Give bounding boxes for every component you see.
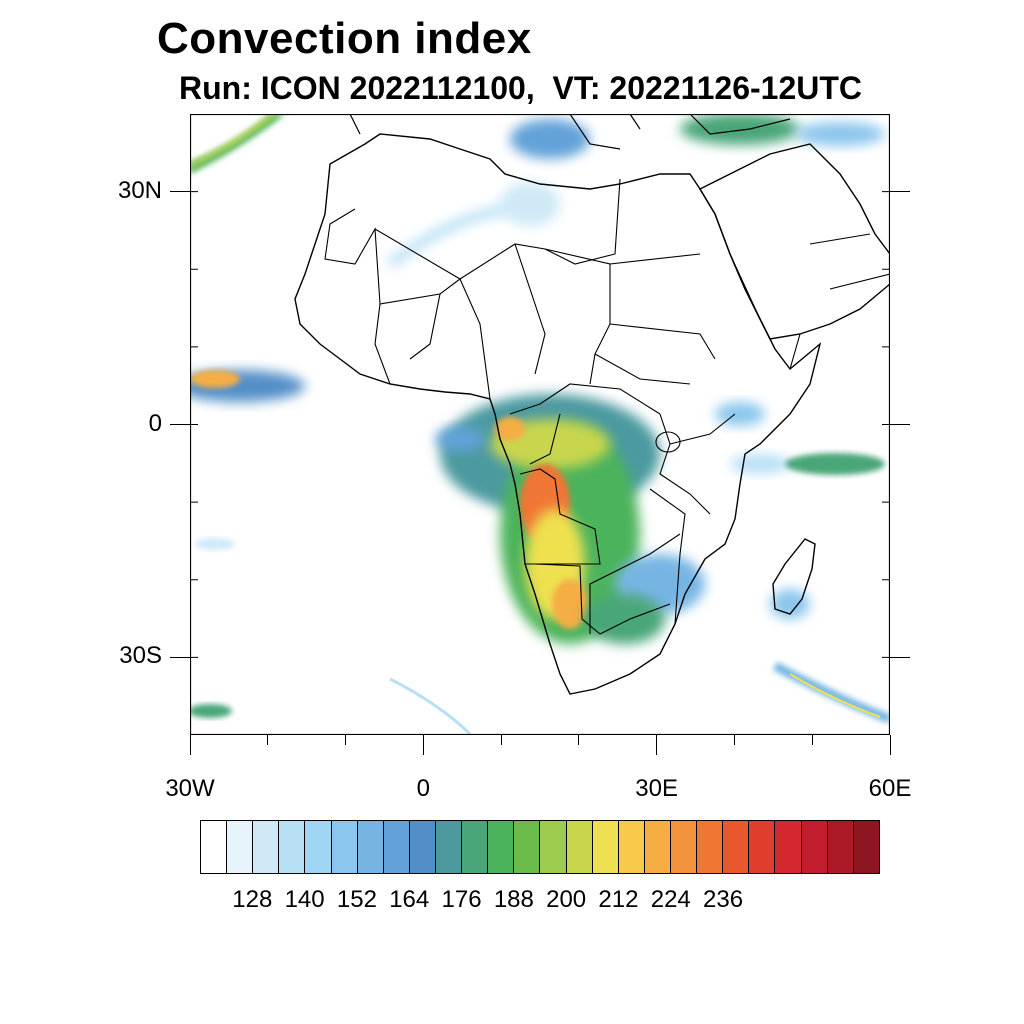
chart-title: Convection index — [157, 14, 532, 63]
lon-label: 0 — [416, 775, 430, 802]
colorbar-swatch — [331, 821, 358, 873]
colorbar-label: 164 — [389, 886, 430, 913]
colorbar-swatch — [435, 821, 463, 873]
colorbar-label: 140 — [284, 886, 325, 913]
colorbar-swatch — [592, 821, 619, 873]
colorbar-swatch — [644, 821, 671, 873]
colorbar-swatch — [201, 821, 228, 873]
colorbar-label: 188 — [493, 886, 534, 913]
colorbar-swatch — [853, 821, 879, 873]
coastline-madagascar — [772, 538, 816, 615]
axis-tick — [422, 735, 424, 755]
colorbar — [200, 820, 880, 874]
axis-tick — [578, 735, 580, 745]
axis-tick — [345, 735, 347, 745]
colorbar-swatch — [305, 821, 332, 873]
axis-tick — [890, 191, 910, 193]
axis-tick — [267, 735, 269, 745]
colorbar-swatch — [540, 821, 567, 873]
colorbar-swatch — [279, 821, 306, 873]
axis-tick — [170, 656, 190, 658]
axis-tick — [170, 191, 190, 193]
colorbar-label: 224 — [650, 886, 691, 913]
colorbar-swatch — [253, 821, 280, 873]
lake-victoria — [655, 431, 681, 453]
country-borders — [324, 178, 890, 635]
axis-tick — [500, 735, 502, 745]
colorbar-swatch — [409, 821, 436, 873]
colorbar-swatch — [227, 821, 254, 873]
axis-tick — [189, 735, 191, 755]
axis-tick — [890, 424, 910, 425]
colorbar-label: 236 — [703, 886, 744, 913]
colorbar-swatch — [749, 821, 776, 873]
convection-field — [190, 114, 890, 735]
colorbar-label: 128 — [232, 886, 273, 913]
colorbar-swatch — [827, 821, 854, 873]
lon-label: 30W — [165, 775, 215, 802]
lat-label: 30S — [119, 642, 162, 670]
colorbar-labels: 128 140 152 164 176 188 200 212 224 236 — [200, 886, 880, 918]
colorbar-swatch — [566, 821, 593, 873]
colorbar-swatch — [697, 821, 724, 873]
colorbar-swatch — [618, 821, 645, 873]
colorbar-swatch — [383, 821, 410, 873]
colorbar-label: 212 — [598, 886, 639, 913]
map-panel — [190, 114, 890, 735]
axis-tick — [656, 735, 658, 755]
axis-tick — [733, 735, 735, 745]
colorbar-swatch — [357, 821, 384, 873]
axis-tick — [170, 424, 190, 425]
axis-tick — [889, 735, 891, 755]
colorbar-swatch — [801, 821, 828, 873]
axis-tick — [811, 735, 813, 745]
map-canvas — [190, 114, 890, 735]
chart-subtitle: Run: ICON 2022112100, VT: 20221126-12UTC — [179, 70, 863, 106]
colorbar-swatch — [670, 821, 698, 873]
colorbar-swatch — [775, 821, 802, 873]
colorbar-swatch — [462, 821, 489, 873]
colorbar-label: 176 — [441, 886, 482, 913]
lat-label: 0 — [148, 409, 162, 437]
coastline-arabia — [699, 143, 890, 340]
colorbar-swatch — [514, 821, 541, 873]
lon-label: 60E — [868, 775, 912, 802]
colorbar-swatch — [723, 821, 750, 873]
axis-ticks — [190, 114, 890, 735]
colorbar-label: 200 — [546, 886, 587, 913]
colorbar-swatch — [488, 821, 515, 873]
lon-label: 30E — [635, 775, 678, 802]
lat-label: 30N — [117, 176, 162, 204]
coastline-europe — [349, 114, 791, 150]
coastline-africa — [294, 133, 822, 695]
axis-tick — [890, 656, 910, 658]
colorbar-label: 152 — [336, 886, 377, 913]
